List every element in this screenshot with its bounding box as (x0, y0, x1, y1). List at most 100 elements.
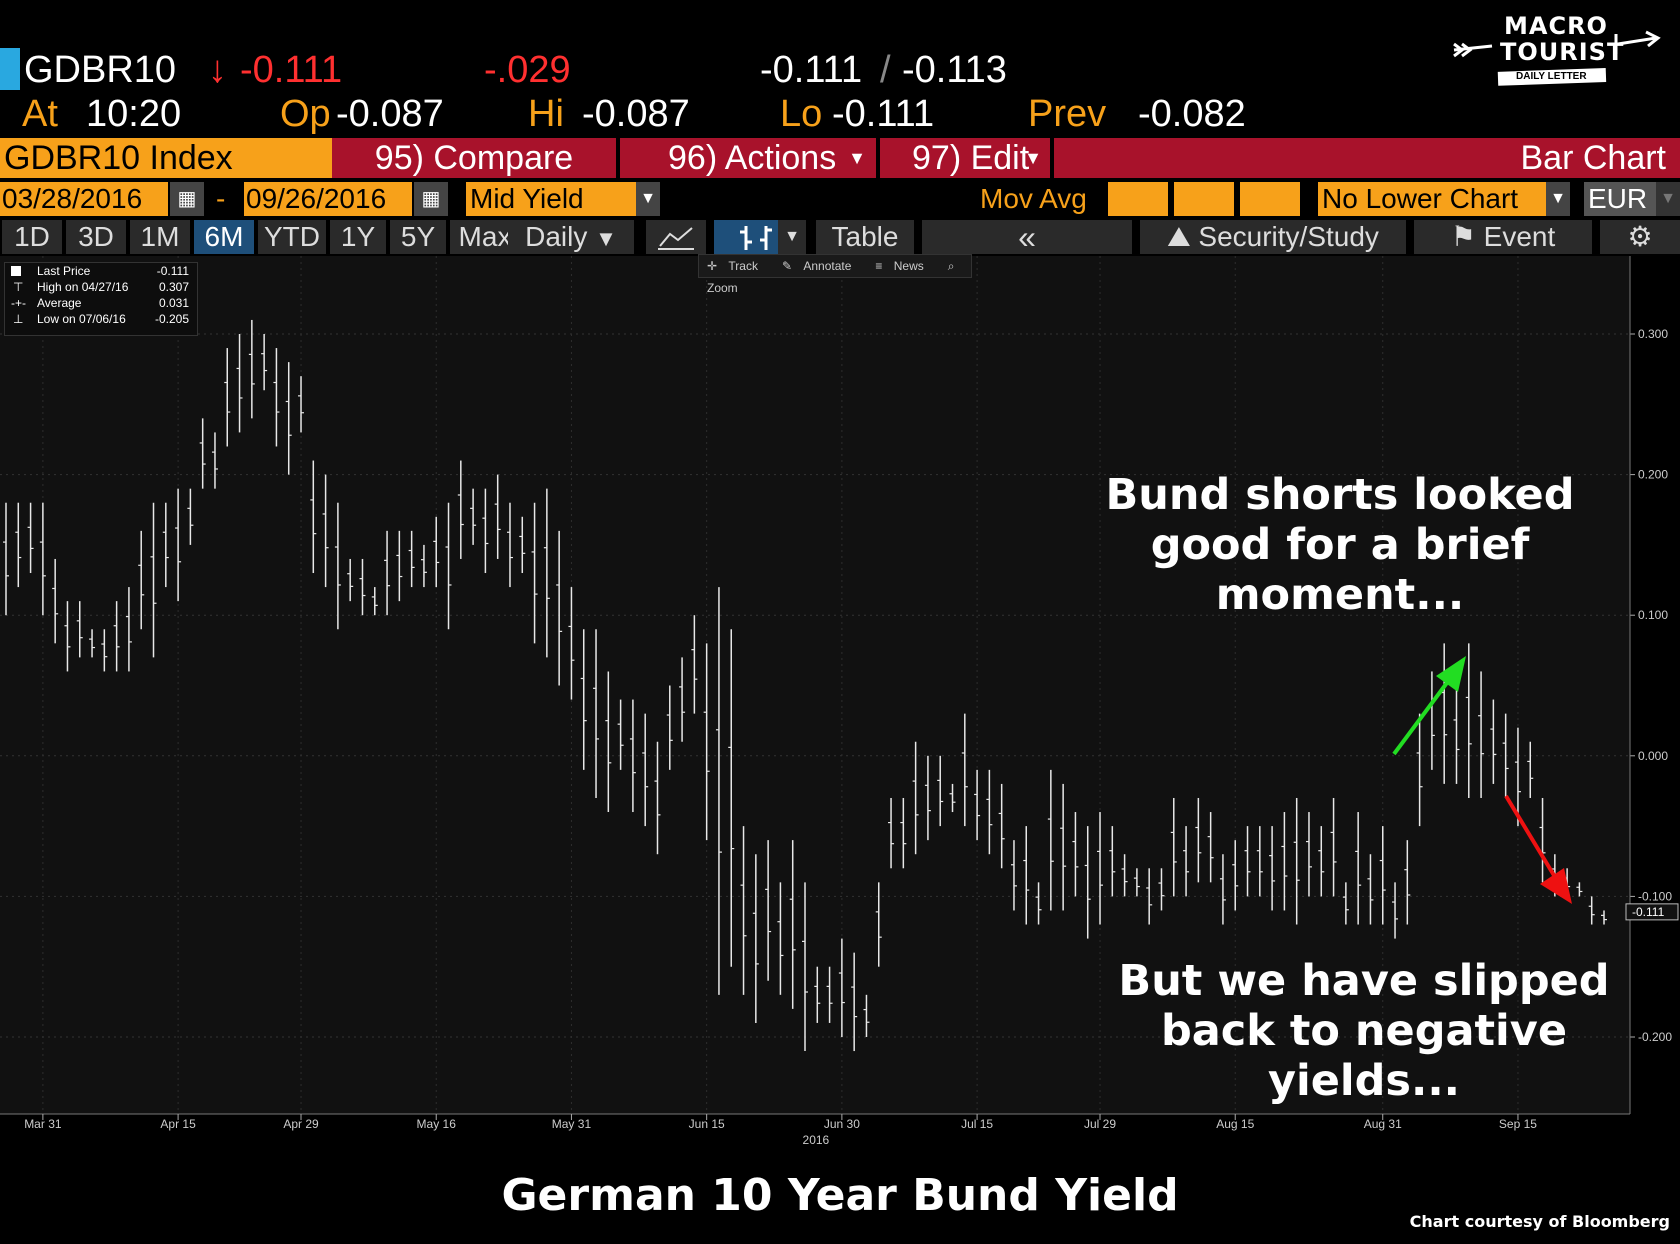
mov-avg-field-1[interactable] (1108, 182, 1168, 216)
price-bar (396, 530, 403, 602)
news-button[interactable]: ≡ News (875, 259, 924, 273)
edit-button[interactable]: 97) Edit ▼ (880, 138, 1050, 178)
price-bar (1170, 797, 1177, 897)
x-tick-label: Aug 31 (1364, 1117, 1402, 1131)
price-bar (679, 657, 686, 742)
price-bar (150, 502, 157, 658)
period-button-1d[interactable]: 1D (2, 220, 62, 254)
price-bar (1404, 840, 1411, 925)
price-bar (76, 601, 83, 658)
period-button-1m[interactable]: 1M (130, 220, 190, 254)
price-bar (1293, 797, 1300, 925)
price-bar (1305, 812, 1312, 897)
logo-arrows-icon (1453, 30, 1661, 86)
line-chart-icon[interactable] (646, 220, 706, 254)
legend-row: ⊥ Low on 07/06/16 -0.205 (5, 311, 197, 327)
price-bar (1416, 713, 1423, 827)
price-bar (998, 783, 1005, 869)
study-icon: ⛰ (1167, 221, 1199, 252)
actions-button[interactable]: 96) Actions ▼ (620, 138, 876, 178)
price-bar (1527, 741, 1534, 798)
bid: -0.111 (760, 49, 863, 91)
mov-avg-field-2[interactable] (1174, 182, 1234, 216)
security-field[interactable]: GDBR10 Index (0, 138, 332, 178)
period-button-ytd[interactable]: YTD (258, 220, 326, 254)
price-bar (125, 587, 132, 672)
price-bar (1318, 826, 1325, 897)
field-select[interactable]: Mid Yield (466, 182, 636, 216)
price-bar (175, 488, 182, 602)
price-bar (949, 783, 956, 813)
price-bar (838, 938, 845, 1037)
currency-select[interactable]: EUR (1584, 182, 1660, 216)
security-study-label: Security/Study (1198, 221, 1379, 252)
price-bar (1601, 910, 1607, 925)
x-tick-label: Apr 15 (160, 1117, 196, 1131)
price-bar (224, 348, 231, 447)
x-tick-label: Sep 15 (1499, 1117, 1537, 1131)
price-bar (1232, 840, 1239, 911)
x-tick-label: Jul 15 (961, 1117, 993, 1131)
chart-type-label[interactable]: Bar Chart (1054, 138, 1680, 178)
calendar-icon[interactable]: ▦ (414, 182, 448, 216)
price-bar (39, 502, 46, 616)
price-bar (1072, 812, 1079, 897)
price-bar (1047, 769, 1054, 911)
price-bar (715, 587, 722, 995)
legend-row: -+- Average 0.031 (5, 295, 197, 311)
annotate-button[interactable]: ✎ Annotate (781, 259, 852, 273)
price-bar (580, 629, 587, 770)
compare-button[interactable]: 95) Compare (332, 138, 616, 178)
date-dash: - (216, 183, 226, 214)
annotate-label: Annotate (803, 259, 852, 273)
price-bar (248, 319, 255, 419)
price-bar (531, 502, 538, 644)
start-date-field[interactable]: 03/28/2016 (0, 182, 168, 216)
price-bar (617, 699, 624, 770)
calendar-icon[interactable]: ▦ (170, 182, 204, 216)
price-bar (912, 741, 919, 855)
price-bar (814, 966, 821, 1023)
price-bar (310, 460, 317, 574)
chevron-down-icon[interactable]: ▼ (1546, 182, 1570, 216)
price-bar (433, 516, 440, 588)
last-price: -0.111 (240, 49, 343, 91)
price-bar (199, 418, 206, 489)
zoom-button[interactable]: ⌕ Zoom (707, 259, 955, 295)
legend-row: ⊤ High on 04/27/16 0.307 (5, 279, 197, 295)
price-bar (666, 685, 673, 770)
period-button-6m[interactable]: 6M (194, 220, 254, 254)
up-arrowhead-icon (1436, 656, 1466, 692)
gear-icon[interactable]: ⚙ (1600, 220, 1680, 254)
x-tick-label: May 31 (552, 1117, 592, 1131)
period-button-3d[interactable]: 3D (66, 220, 126, 254)
period-button-5y[interactable]: 5Y (390, 220, 446, 254)
lower-chart-select[interactable]: No Lower Chart (1318, 182, 1546, 216)
collapse-button[interactable]: « (922, 220, 1132, 254)
price-bar (162, 502, 169, 588)
security-study-button[interactable]: ⛰ Security/Study (1140, 220, 1406, 254)
price-bar (187, 488, 194, 545)
price-bar (642, 713, 649, 827)
annotation-line: back to negative (1161, 1006, 1567, 1056)
track-button[interactable]: ✛ Track (707, 259, 758, 273)
last-price-tag-label: -0.111 (1632, 905, 1665, 919)
mov-avg-field-3[interactable] (1240, 182, 1300, 216)
x-tick-label: Aug 15 (1216, 1117, 1254, 1131)
table-button[interactable]: Table (816, 220, 914, 254)
y-tick-label: 0.300 (1638, 327, 1668, 341)
x-tick-label: May 16 (417, 1117, 457, 1131)
high-value: -0.087 (582, 93, 690, 135)
period-button-1y[interactable]: 1Y (330, 220, 386, 254)
high-marker-icon: ⊤ (13, 280, 24, 294)
price-bar (52, 558, 59, 644)
end-date-field[interactable]: 09/26/2016 (244, 182, 412, 216)
chevron-down-icon[interactable]: ▼ (636, 182, 660, 216)
event-button[interactable]: ⚑ Event (1414, 220, 1592, 254)
price-chart[interactable]: 0.300 0.200 0.100 0.000 -0.100 -0.200 Mar 31 Ap… (0, 256, 1680, 1146)
price-bar (3, 502, 9, 616)
chevron-down-icon[interactable]: ▼ (1656, 182, 1680, 216)
chart-caption: German 10 Year Bund Yield (501, 1170, 1179, 1221)
chevron-down-icon[interactable]: ▼ (778, 220, 806, 254)
frequency-select[interactable]: Daily ▼ (508, 220, 634, 254)
